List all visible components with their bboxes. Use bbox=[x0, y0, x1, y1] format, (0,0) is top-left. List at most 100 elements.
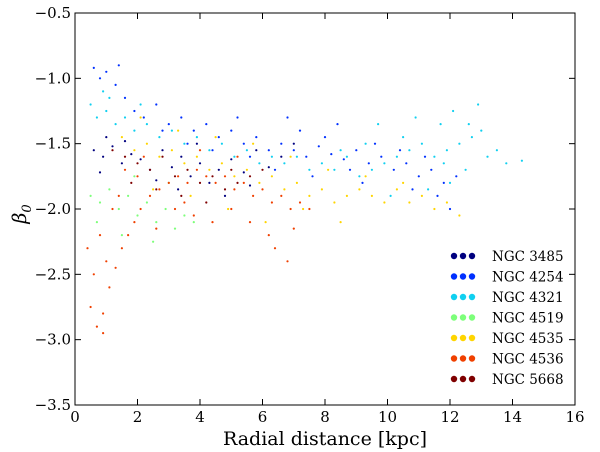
data-point bbox=[289, 207, 292, 211]
data-point bbox=[155, 188, 158, 191]
data-point bbox=[333, 201, 336, 204]
legend-marker bbox=[468, 375, 476, 383]
data-point bbox=[398, 149, 402, 152]
data-point bbox=[361, 181, 364, 184]
data-point bbox=[245, 149, 248, 152]
data-point bbox=[123, 155, 127, 158]
data-point bbox=[411, 188, 414, 191]
data-point bbox=[455, 175, 458, 178]
data-point bbox=[286, 116, 289, 119]
data-point bbox=[236, 116, 239, 119]
data-point bbox=[145, 142, 148, 145]
data-point bbox=[111, 149, 114, 152]
data-point bbox=[155, 179, 158, 182]
data-point bbox=[123, 96, 127, 99]
data-point bbox=[186, 168, 189, 171]
data-point bbox=[183, 162, 186, 165]
data-point bbox=[114, 83, 117, 86]
data-point bbox=[283, 188, 286, 191]
data-point bbox=[211, 175, 214, 178]
data-point bbox=[270, 201, 273, 204]
x-tick-label: 14 bbox=[503, 408, 522, 426]
legend-label: NGC 4519 bbox=[492, 311, 564, 327]
data-point bbox=[467, 123, 470, 126]
data-point bbox=[339, 221, 342, 224]
x-tick-label: 10 bbox=[378, 408, 397, 426]
y-tick-label: −1.0 bbox=[35, 69, 71, 87]
data-point bbox=[136, 175, 139, 178]
data-point bbox=[308, 207, 311, 211]
data-point bbox=[180, 194, 183, 197]
data-point bbox=[198, 181, 202, 184]
data-point bbox=[477, 103, 480, 106]
series-ngc-4254 bbox=[92, 64, 458, 211]
legend-marker bbox=[468, 355, 476, 362]
data-point bbox=[189, 175, 192, 178]
data-point bbox=[442, 162, 445, 165]
x-tick-label: 12 bbox=[440, 408, 459, 426]
data-point bbox=[155, 227, 158, 230]
data-point bbox=[367, 162, 370, 165]
data-point bbox=[255, 136, 258, 139]
data-point bbox=[195, 136, 198, 139]
y-axis-symbol: β bbox=[9, 213, 31, 225]
data-point bbox=[98, 171, 102, 174]
data-point bbox=[448, 207, 452, 211]
data-point bbox=[377, 123, 380, 126]
data-point bbox=[198, 162, 202, 165]
data-point bbox=[217, 168, 220, 171]
data-point bbox=[292, 142, 295, 145]
data-point bbox=[120, 136, 123, 139]
data-point bbox=[117, 207, 120, 211]
data-point bbox=[92, 273, 95, 276]
data-point bbox=[148, 194, 152, 197]
data-point bbox=[248, 184, 252, 187]
data-point bbox=[205, 175, 208, 178]
data-point bbox=[214, 136, 217, 139]
data-point bbox=[273, 247, 277, 250]
data-point bbox=[389, 194, 392, 197]
data-point bbox=[452, 109, 455, 113]
data-point bbox=[355, 149, 358, 152]
data-point bbox=[442, 181, 445, 184]
data-point bbox=[92, 149, 95, 152]
x-tick-label: 2 bbox=[133, 408, 143, 426]
data-point bbox=[130, 181, 133, 184]
data-point bbox=[439, 123, 442, 126]
data-point bbox=[248, 221, 252, 224]
data-point bbox=[427, 188, 430, 191]
data-point bbox=[158, 136, 161, 139]
data-point bbox=[105, 109, 108, 113]
data-point bbox=[161, 155, 164, 158]
data-point bbox=[245, 168, 248, 171]
data-point bbox=[320, 162, 323, 165]
series-ngc-4519 bbox=[89, 175, 195, 243]
data-point bbox=[133, 221, 136, 224]
x-tick-label: 0 bbox=[70, 408, 80, 426]
data-point bbox=[230, 207, 233, 211]
data-point bbox=[289, 155, 292, 158]
data-point bbox=[198, 149, 202, 152]
data-point bbox=[195, 142, 198, 145]
legend-marker bbox=[459, 252, 467, 260]
data-point bbox=[136, 214, 139, 217]
legend-marker bbox=[468, 273, 476, 280]
data-point bbox=[252, 142, 255, 145]
data-point bbox=[258, 162, 261, 165]
data-point bbox=[170, 129, 173, 132]
data-point bbox=[258, 181, 261, 184]
data-point bbox=[173, 175, 177, 178]
y-tick-label: −0.5 bbox=[35, 4, 71, 22]
data-point bbox=[186, 142, 189, 145]
data-point bbox=[295, 155, 298, 158]
data-point bbox=[111, 145, 114, 148]
data-point bbox=[280, 142, 283, 145]
data-point bbox=[295, 181, 298, 184]
legend-item: NGC 4321 bbox=[450, 290, 564, 306]
data-point bbox=[242, 171, 245, 174]
data-point bbox=[230, 129, 233, 132]
legend-item: NGC 5668 bbox=[450, 372, 564, 388]
data-point bbox=[270, 155, 273, 158]
legend-item: NGC 3485 bbox=[450, 249, 564, 265]
